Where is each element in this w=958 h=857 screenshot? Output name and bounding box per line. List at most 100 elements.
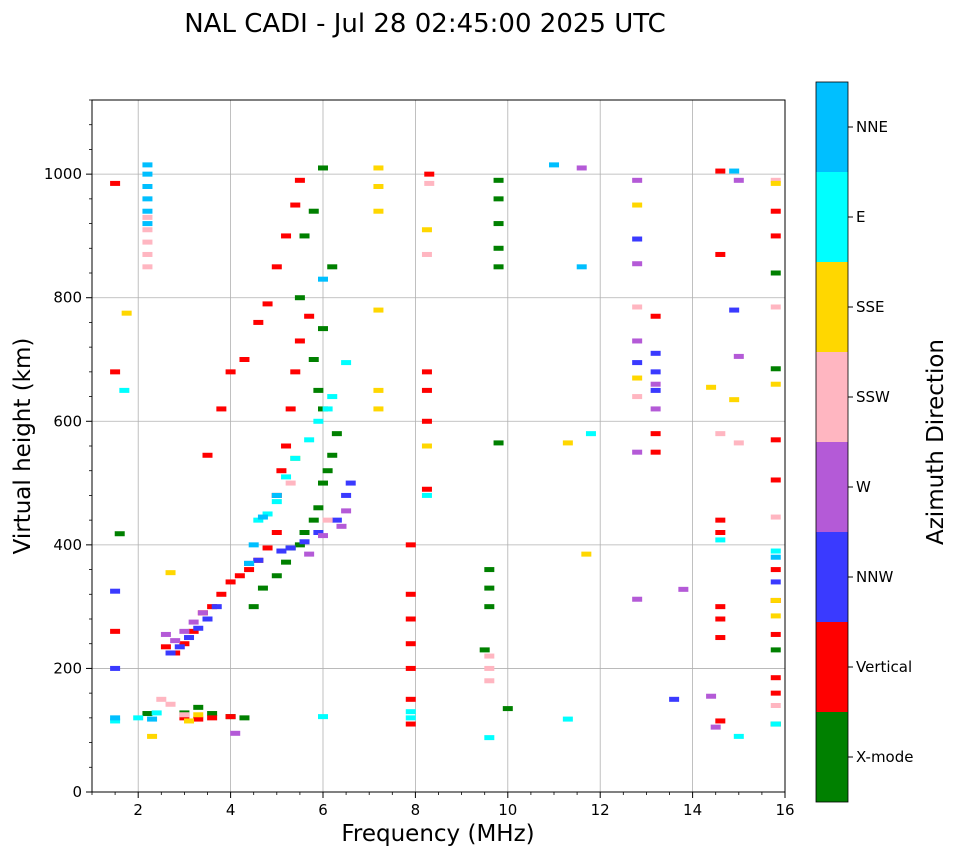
data-point-sse bbox=[165, 570, 176, 576]
data-point-x-mode bbox=[142, 711, 153, 717]
data-point-vertical bbox=[160, 644, 171, 650]
data-point-vertical bbox=[405, 665, 416, 671]
data-point-x-mode bbox=[281, 559, 292, 565]
data-point-vertical bbox=[276, 468, 287, 474]
data-point-w bbox=[170, 638, 181, 644]
data-point-w bbox=[632, 596, 643, 602]
data-point-e bbox=[290, 455, 301, 461]
data-point-ssw bbox=[484, 678, 495, 684]
data-point-nnw bbox=[345, 480, 356, 486]
data-point-vertical bbox=[421, 387, 432, 393]
x-tick-label: 6 bbox=[318, 801, 328, 819]
data-point-ssw bbox=[142, 251, 153, 257]
data-point-nnw bbox=[770, 579, 781, 585]
data-point-sse bbox=[770, 597, 781, 603]
data-point-e bbox=[770, 721, 781, 727]
data-points bbox=[110, 162, 781, 741]
data-point-x-mode bbox=[493, 221, 504, 227]
colorbar-swatch-nne bbox=[816, 82, 848, 172]
data-point-x-mode bbox=[493, 264, 504, 270]
data-point-e bbox=[262, 511, 273, 517]
data-point-nne bbox=[110, 715, 121, 721]
grid-lines bbox=[92, 100, 785, 792]
colorbar-swatch-e bbox=[816, 172, 848, 262]
data-point-x-mode bbox=[484, 585, 495, 591]
data-point-x-mode bbox=[257, 585, 268, 591]
data-point-sse bbox=[706, 384, 717, 390]
data-point-vertical bbox=[424, 171, 435, 177]
data-point-vertical bbox=[285, 406, 296, 412]
data-point-e bbox=[733, 733, 744, 739]
data-point-vertical bbox=[193, 716, 204, 722]
data-point-x-mode bbox=[207, 711, 218, 717]
data-point-nnw bbox=[341, 492, 352, 498]
data-point-vertical bbox=[405, 721, 416, 727]
data-point-w bbox=[710, 724, 721, 730]
data-point-ssw bbox=[285, 480, 296, 486]
data-point-ssw bbox=[179, 712, 190, 718]
data-point-sse bbox=[421, 227, 432, 233]
data-point-vertical bbox=[405, 542, 416, 548]
x-tick-label: 4 bbox=[226, 801, 236, 819]
data-point-e bbox=[313, 418, 324, 424]
data-point-vertical bbox=[188, 628, 199, 634]
x-tick-label: 10 bbox=[498, 801, 517, 819]
data-point-x-mode bbox=[493, 177, 504, 183]
data-point-vertical bbox=[715, 251, 726, 257]
data-point-vertical bbox=[179, 715, 190, 721]
data-point-e bbox=[304, 437, 315, 443]
data-point-nne bbox=[244, 560, 255, 566]
data-point-x-mode bbox=[299, 233, 310, 239]
data-point-e bbox=[405, 715, 416, 721]
data-point-nnw bbox=[299, 539, 310, 545]
data-point-vertical bbox=[715, 718, 726, 724]
data-point-e bbox=[715, 537, 726, 543]
data-point-vertical bbox=[715, 635, 726, 641]
data-point-x-mode bbox=[308, 517, 319, 523]
data-point-e bbox=[421, 492, 432, 498]
data-point-sse bbox=[193, 712, 204, 718]
data-point-ssw bbox=[142, 214, 153, 220]
data-point-nne bbox=[142, 171, 153, 177]
data-point-vertical bbox=[770, 477, 781, 483]
x-tick-label: 2 bbox=[133, 801, 143, 819]
colorbar-label-x-mode: X-mode bbox=[856, 748, 913, 766]
data-point-x-mode bbox=[114, 531, 125, 537]
chart-title: NAL CADI - Jul 28 02:45:00 2025 UTC bbox=[184, 9, 666, 39]
data-point-vertical bbox=[281, 233, 292, 239]
data-point-ssw bbox=[632, 394, 643, 400]
data-point-e bbox=[562, 716, 573, 722]
data-point-vertical bbox=[110, 180, 121, 186]
data-point-nnw bbox=[276, 548, 287, 554]
data-point-vertical bbox=[715, 604, 726, 610]
data-point-vertical bbox=[216, 406, 227, 412]
data-point-vertical bbox=[262, 545, 273, 551]
data-point-vertical bbox=[253, 319, 264, 325]
data-point-w bbox=[197, 610, 208, 616]
data-point-vertical bbox=[281, 443, 292, 449]
data-point-vertical bbox=[405, 616, 416, 622]
y-tick-label: 800 bbox=[53, 289, 82, 307]
data-point-vertical bbox=[650, 313, 661, 319]
data-point-w bbox=[179, 628, 190, 634]
colorbar-swatch-vertical bbox=[816, 622, 848, 712]
data-point-w bbox=[336, 523, 347, 529]
data-point-w bbox=[706, 693, 717, 699]
data-point-nnw bbox=[110, 588, 121, 594]
data-point-x-mode bbox=[327, 264, 338, 270]
data-point-x-mode bbox=[770, 366, 781, 372]
data-point-sse bbox=[729, 397, 740, 403]
data-point-e bbox=[110, 718, 121, 724]
data-point-nne bbox=[549, 162, 559, 168]
data-point-nnw bbox=[650, 387, 661, 393]
data-point-w bbox=[188, 619, 199, 625]
data-point-nnw bbox=[253, 557, 264, 563]
data-point-x-mode bbox=[493, 440, 504, 446]
data-point-w bbox=[632, 261, 643, 267]
data-point-x-mode bbox=[327, 452, 338, 458]
data-point-vertical bbox=[770, 631, 781, 637]
data-point-vertical bbox=[421, 418, 432, 424]
data-point-vertical bbox=[202, 452, 213, 458]
data-point-vertical bbox=[770, 208, 781, 214]
data-point-e bbox=[770, 548, 781, 554]
